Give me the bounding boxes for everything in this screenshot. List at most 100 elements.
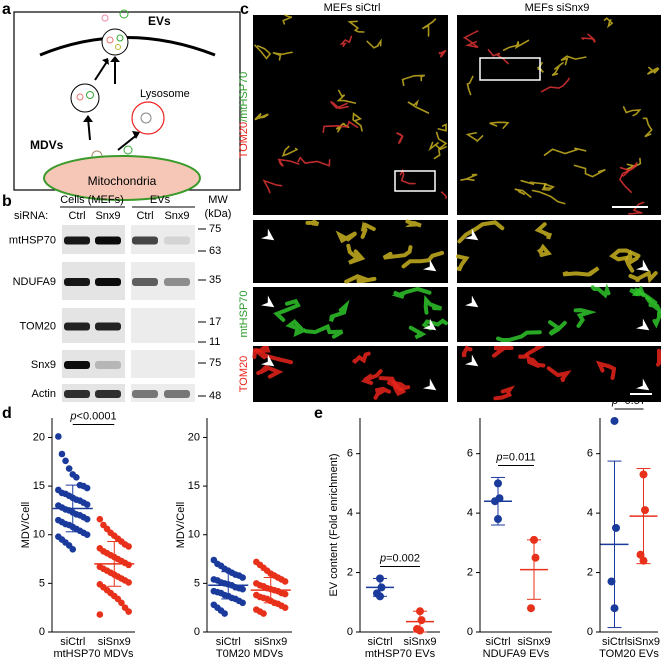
band bbox=[64, 236, 90, 245]
marker-label: 63 bbox=[209, 245, 221, 257]
mito-signal bbox=[590, 283, 611, 299]
mito-signal bbox=[329, 299, 350, 322]
band bbox=[64, 361, 90, 369]
band bbox=[64, 322, 90, 331]
x-tick-label: siCtrl bbox=[367, 636, 392, 648]
lane-label: Snx9 bbox=[95, 210, 120, 222]
row-label: NDUFA9 bbox=[13, 276, 56, 288]
mito-signal bbox=[595, 360, 617, 380]
mito-signal bbox=[256, 364, 284, 379]
x-tick-label: siSnx9 bbox=[403, 636, 436, 648]
mito-signal bbox=[621, 162, 638, 177]
ev bbox=[116, 34, 124, 42]
x-axis-label: mtHSP70 EVs bbox=[365, 648, 436, 660]
mito-signal bbox=[282, 14, 293, 25]
x-tick-label: siSnx9 bbox=[98, 636, 131, 648]
x-tick-label: siCtrl bbox=[485, 636, 510, 648]
mito-signal bbox=[285, 319, 306, 338]
data-point bbox=[83, 531, 91, 539]
column-title: MEFs siSnx9 bbox=[525, 2, 590, 14]
y-tick-label: 2 bbox=[347, 566, 353, 578]
row-label: mtHSP70 bbox=[238, 290, 250, 337]
y-tick-label: 4 bbox=[467, 507, 473, 519]
p-symbol: p bbox=[611, 395, 618, 407]
column-title: MEFs siCtrl bbox=[324, 2, 381, 14]
ev bbox=[140, 112, 152, 124]
mito-signal bbox=[537, 243, 553, 257]
mito-signal bbox=[305, 220, 320, 227]
mito-signal bbox=[536, 61, 544, 73]
label: EVs bbox=[148, 14, 171, 28]
y-tick-label: 20 bbox=[33, 431, 45, 443]
mito-signal bbox=[297, 156, 331, 167]
mito-signal bbox=[645, 296, 661, 314]
panel-label: d bbox=[2, 405, 12, 422]
data-point bbox=[417, 616, 426, 625]
mito-signal bbox=[460, 173, 478, 181]
mito-signal bbox=[322, 120, 359, 133]
mito-signal bbox=[496, 330, 542, 342]
y-tick-label: 5 bbox=[39, 577, 45, 589]
mito-signal bbox=[262, 179, 283, 194]
y-tick-label: 10 bbox=[188, 529, 200, 541]
data-point bbox=[125, 561, 132, 569]
band bbox=[95, 390, 121, 398]
data-point bbox=[607, 577, 616, 586]
data-point bbox=[55, 433, 62, 440]
mito-signal bbox=[628, 270, 658, 284]
x-tick-label: siSnx9 bbox=[254, 636, 287, 648]
marker-label: 11 bbox=[209, 336, 220, 348]
x-axis-label: mtHSP70 MDVs bbox=[53, 648, 134, 660]
data-point bbox=[83, 501, 91, 508]
data-point bbox=[83, 484, 91, 492]
y-tick-label: 15 bbox=[33, 480, 45, 492]
x-axis-label: T0M20 MDVs bbox=[216, 648, 284, 660]
y-axis-label: MDV/Cell bbox=[20, 502, 32, 548]
header: MW bbox=[208, 194, 228, 206]
mito-signal bbox=[461, 345, 473, 358]
image bbox=[253, 346, 448, 402]
x-axis-label: TOM20 EVs bbox=[599, 648, 659, 660]
y-axis-label: EV content (Fold enrichment) bbox=[328, 453, 340, 596]
band bbox=[95, 322, 121, 331]
mito-signal bbox=[456, 254, 470, 272]
mito-signal bbox=[281, 145, 299, 157]
mito-signal bbox=[487, 49, 509, 65]
row-label: mtHSP70 bbox=[9, 234, 56, 246]
mito-signal bbox=[520, 179, 547, 189]
p-symbol: p bbox=[495, 451, 502, 463]
p-number: =0.57 bbox=[618, 395, 646, 407]
mito-signal bbox=[624, 249, 639, 273]
mito-signal bbox=[408, 325, 427, 340]
y-tick-label: 6 bbox=[587, 448, 593, 460]
mito-signal bbox=[546, 366, 572, 383]
mito-signal bbox=[253, 347, 293, 365]
data-point bbox=[62, 457, 69, 465]
mito-signal bbox=[466, 75, 474, 96]
y-tick-label: 6 bbox=[467, 448, 473, 460]
label: Lysosome bbox=[140, 88, 190, 100]
row-label: Actin bbox=[32, 388, 56, 400]
header: EVs bbox=[150, 194, 171, 206]
arrowhead bbox=[465, 354, 479, 367]
x-tick-label: siCtrl bbox=[60, 636, 85, 648]
row-label: TOM20/mtHSP70 bbox=[238, 72, 250, 159]
mito-signal bbox=[421, 18, 437, 37]
image bbox=[253, 15, 448, 215]
band bbox=[95, 361, 121, 369]
band bbox=[164, 390, 190, 398]
y-tick-label: 4 bbox=[347, 507, 353, 519]
arrowhead bbox=[261, 295, 275, 308]
mito-signal bbox=[618, 166, 632, 193]
p-number: =0.002 bbox=[386, 552, 420, 564]
western-blot: Cells (MEFs) EVs MW (kDa) siRNA: Ctrl Snx9 Ctrl… bbox=[9, 194, 231, 402]
mito-signal bbox=[405, 219, 422, 228]
mito-signal bbox=[603, 17, 614, 29]
arrowhead bbox=[423, 318, 437, 331]
mito-signal bbox=[573, 308, 597, 328]
mito-signal bbox=[347, 20, 365, 33]
label-part: TOM20 bbox=[238, 122, 250, 158]
mito-signal bbox=[407, 99, 430, 114]
